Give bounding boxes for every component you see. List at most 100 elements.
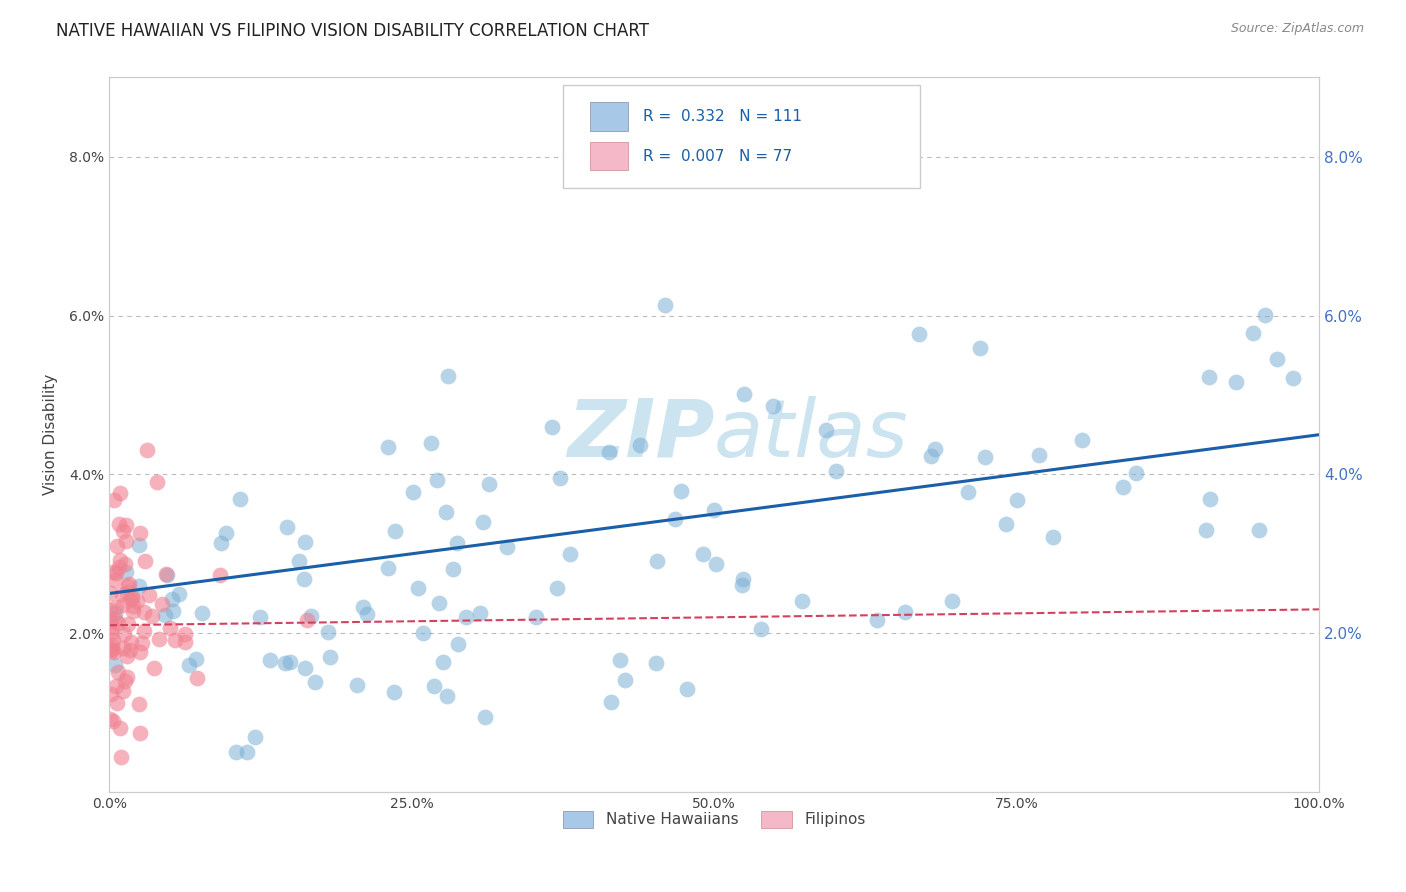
Point (558, 548, 581, 562)
Point (115, 565, 138, 579)
Point (173, 627, 195, 641)
Point (924, 442, 946, 456)
Point (1125, 466, 1147, 480)
Point (762, 399, 785, 413)
Point (107, 665, 129, 679)
Point (669, 483, 692, 498)
Point (1225, 376, 1247, 390)
Point (101, 714, 124, 728)
Text: NATIVE HAWAIIAN VS FILIPINO VISION DISABILITY CORRELATION CHART: NATIVE HAWAIIAN VS FILIPINO VISION DISAB… (56, 22, 650, 40)
Point (432, 655, 454, 669)
Point (129, 725, 152, 739)
Point (304, 675, 326, 690)
Point (105, 539, 128, 553)
Point (111, 587, 134, 601)
Point (471, 515, 494, 529)
Point (356, 607, 378, 621)
Point (824, 464, 846, 478)
Point (382, 685, 405, 699)
Point (436, 504, 458, 518)
Point (377, 440, 399, 454)
Point (654, 298, 676, 312)
Point (1005, 492, 1028, 507)
Y-axis label: Vision Disability: Vision Disability (44, 374, 58, 495)
Point (225, 745, 247, 759)
Text: ZIP: ZIP (567, 396, 714, 474)
Point (114, 518, 136, 533)
Point (384, 524, 406, 538)
Point (1112, 480, 1135, 494)
Point (110, 553, 132, 567)
Point (598, 445, 620, 459)
Point (127, 593, 149, 607)
Point (128, 579, 150, 593)
Point (1241, 326, 1264, 340)
Point (319, 649, 342, 664)
Point (1198, 491, 1220, 506)
Point (866, 613, 889, 627)
Point (120, 635, 142, 649)
Point (108, 485, 131, 500)
Point (104, 566, 127, 580)
Point (114, 558, 136, 572)
Point (229, 492, 252, 507)
Point (941, 593, 963, 607)
Point (173, 635, 195, 649)
Point (288, 554, 311, 568)
Point (101, 620, 124, 634)
Point (101, 633, 124, 648)
Point (186, 652, 208, 666)
Point (676, 682, 699, 697)
Point (107, 616, 129, 631)
Point (134, 554, 156, 568)
Point (104, 658, 127, 673)
Point (969, 341, 991, 355)
Point (128, 697, 150, 711)
Point (994, 517, 1017, 532)
Point (100, 687, 122, 701)
Point (169, 587, 191, 601)
Point (437, 368, 460, 383)
Point (548, 471, 571, 485)
Point (101, 566, 124, 580)
Point (128, 538, 150, 552)
Point (114, 674, 136, 689)
Point (920, 450, 942, 464)
Point (111, 641, 134, 656)
Point (427, 597, 450, 611)
Point (159, 621, 181, 635)
Point (614, 673, 637, 688)
Point (1070, 434, 1092, 448)
Point (474, 710, 496, 724)
Point (117, 585, 139, 599)
Point (100, 642, 122, 657)
Point (733, 387, 755, 401)
Point (276, 520, 298, 534)
Point (215, 526, 238, 541)
FancyBboxPatch shape (562, 85, 920, 188)
Text: Source: ZipAtlas.com: Source: ZipAtlas.com (1230, 22, 1364, 36)
Point (815, 423, 838, 437)
Point (259, 653, 281, 667)
Point (131, 636, 153, 650)
Point (973, 450, 995, 464)
Point (426, 473, 449, 487)
Point (1198, 370, 1220, 384)
Point (294, 535, 316, 549)
Point (628, 438, 651, 452)
Point (441, 562, 464, 576)
Point (100, 585, 122, 599)
Point (186, 671, 208, 685)
Point (120, 642, 142, 657)
Point (134, 624, 156, 638)
Point (1281, 371, 1303, 385)
Point (749, 622, 772, 636)
Point (190, 606, 212, 620)
Point (121, 599, 143, 613)
Point (117, 578, 139, 592)
Point (145, 475, 167, 490)
Point (104, 679, 127, 693)
Point (292, 572, 315, 586)
Point (790, 594, 813, 608)
Point (209, 567, 232, 582)
